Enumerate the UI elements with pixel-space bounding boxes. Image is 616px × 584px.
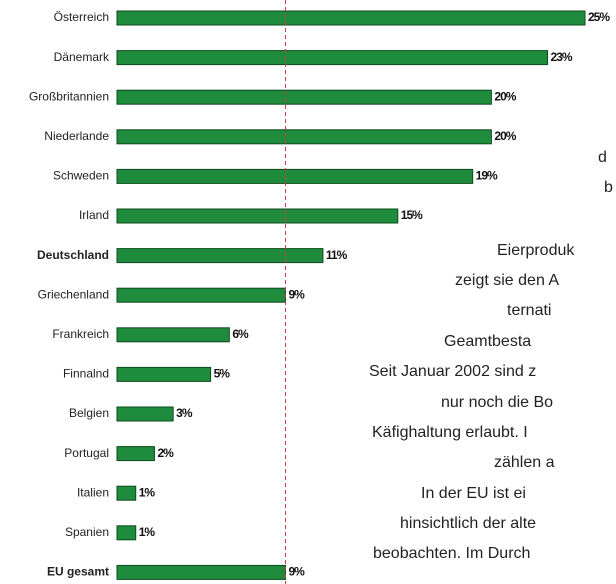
- category-label: Italien: [77, 485, 109, 499]
- value-label: 19%: [476, 169, 498, 183]
- value-label: 11%: [326, 248, 348, 262]
- text-line: nur noch die Bo: [441, 394, 553, 411]
- bar: [116, 50, 549, 66]
- value-label: 1%: [139, 525, 156, 539]
- bar: [116, 446, 155, 462]
- text-line: Geamtbesta: [444, 333, 531, 350]
- text-line: b: [604, 179, 613, 196]
- text-line: In der EU ist ei: [421, 485, 526, 502]
- bar: [116, 89, 492, 105]
- bar: [116, 485, 137, 501]
- value-label: 2%: [157, 446, 174, 460]
- category-label: Dänemark: [54, 50, 110, 64]
- category-label: EU gesamt: [47, 565, 109, 579]
- category-label: Schweden: [53, 169, 109, 183]
- bar: [116, 327, 230, 343]
- value-label: 23%: [551, 50, 573, 64]
- value-label: 20%: [494, 89, 516, 103]
- bar: [116, 168, 474, 184]
- category-label: Österreich: [54, 10, 109, 24]
- text-block: d b Eierproduk zeigt sie den A ternati G…: [369, 149, 613, 562]
- category-label: Portugal: [64, 446, 109, 460]
- text-line: hinsichtlich der alte: [400, 515, 536, 532]
- category-label: Finnalnd: [63, 367, 109, 381]
- value-label: 15%: [401, 208, 423, 222]
- value-label: 5%: [214, 367, 231, 381]
- category-label: Frankreich: [52, 327, 109, 341]
- value-label: 6%: [232, 327, 249, 341]
- category-label: Belgien: [69, 406, 109, 420]
- category-label: Deutschland: [37, 248, 109, 262]
- value-label: 9%: [288, 287, 305, 301]
- bar: [116, 525, 137, 541]
- bar: [116, 248, 324, 264]
- value-label: 25%: [588, 10, 610, 24]
- value-label: 1%: [139, 485, 156, 499]
- value-label: 20%: [494, 129, 516, 143]
- value-label: 3%: [176, 406, 193, 420]
- category-label: Irland: [79, 208, 109, 222]
- text-line: Eierproduk: [497, 242, 575, 259]
- text-line: ternati: [507, 302, 551, 319]
- category-label: Griechenland: [38, 287, 109, 301]
- text-line: d: [598, 149, 607, 166]
- text-line: zählen a: [494, 454, 555, 471]
- value-label: 9%: [288, 565, 305, 579]
- category-label: Spanien: [65, 525, 109, 539]
- text-line: beobachten. Im Durch: [373, 545, 530, 562]
- category-label: Niederlande: [44, 129, 109, 143]
- text-line: Käfighaltung erlaubt. I: [372, 424, 528, 441]
- bar: [116, 129, 492, 145]
- text-line: Seit Januar 2002 sind z: [369, 363, 536, 380]
- bar: [116, 406, 174, 422]
- bar: [116, 564, 286, 580]
- category-label: Großbritannien: [29, 89, 109, 103]
- text-line: zeigt sie den A: [455, 272, 559, 289]
- bar: [116, 208, 399, 224]
- bar: [116, 287, 286, 303]
- bar: [116, 10, 586, 26]
- bar: [116, 366, 212, 382]
